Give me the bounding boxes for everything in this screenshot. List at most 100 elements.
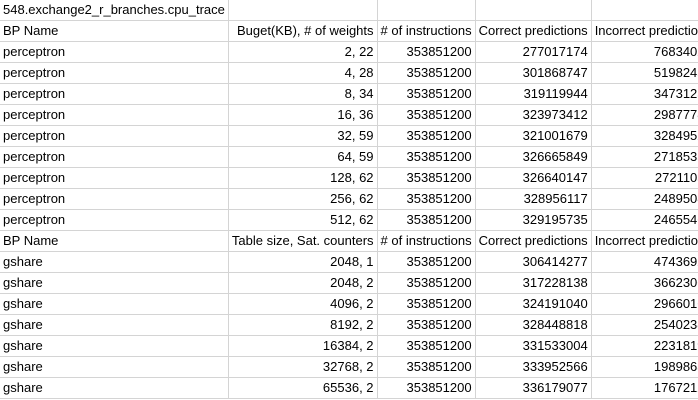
cell-instructions[interactable]: 353851200 xyxy=(377,188,476,210)
cell-config[interactable]: 256, 62 xyxy=(228,188,378,210)
cell-config[interactable]: 32, 59 xyxy=(228,125,378,147)
cell-incorrect[interactable]: 27185351 xyxy=(591,146,698,168)
cell-incorrect[interactable]: 76834026 xyxy=(591,41,698,63)
cell-config[interactable]: 4096, 2 xyxy=(228,293,378,315)
cell-instructions[interactable]: 353851200 xyxy=(377,272,476,294)
cell-config[interactable]: 32768, 2 xyxy=(228,356,378,378)
cell-bp-name[interactable]: gshare xyxy=(0,272,229,294)
empty-cell[interactable] xyxy=(475,0,592,21)
cell-incorrect[interactable]: 47436923 xyxy=(591,251,698,273)
cell-config[interactable]: 2048, 1 xyxy=(228,251,378,273)
cell-bp-name[interactable]: perceptron xyxy=(0,62,229,84)
cell-bp-name[interactable]: perceptron xyxy=(0,83,229,105)
cell-correct[interactable]: 326665849 xyxy=(475,146,592,168)
cell-config[interactable]: 16, 36 xyxy=(228,104,378,126)
cell-instructions[interactable]: 353851200 xyxy=(377,125,476,147)
cell-correct[interactable]: 323973412 xyxy=(475,104,592,126)
empty-cell[interactable] xyxy=(228,0,378,21)
cell-config[interactable]: 2048, 2 xyxy=(228,272,378,294)
cell-bp-name[interactable]: perceptron xyxy=(0,41,229,63)
cell-bp-name[interactable]: perceptron xyxy=(0,167,229,189)
cell-instructions[interactable]: 353851200 xyxy=(377,251,476,273)
cell-correct[interactable]: 277017174 xyxy=(475,41,592,63)
header-incorrect[interactable]: Incorrect predictions xyxy=(591,230,698,252)
cell-bp-name[interactable]: gshare xyxy=(0,314,229,336)
sheet-title-cell[interactable]: 548.exchange2_r_branches.cpu_trace xyxy=(0,0,229,21)
cell-incorrect[interactable]: 32849521 xyxy=(591,125,698,147)
cell-instructions[interactable]: 353851200 xyxy=(377,104,476,126)
header-instructions[interactable]: # of instructions xyxy=(377,20,476,42)
header-correct[interactable]: Correct predictions xyxy=(475,20,592,42)
cell-incorrect[interactable]: 29660160 xyxy=(591,293,698,315)
cell-instructions[interactable]: 353851200 xyxy=(377,83,476,105)
cell-config[interactable]: 16384, 2 xyxy=(228,335,378,357)
cell-config[interactable]: 2, 22 xyxy=(228,41,378,63)
cell-instructions[interactable]: 353851200 xyxy=(377,41,476,63)
cell-correct[interactable]: 336179077 xyxy=(475,377,592,399)
cell-correct[interactable]: 324191040 xyxy=(475,293,592,315)
cell-incorrect[interactable]: 34731256 xyxy=(591,83,698,105)
cell-correct[interactable]: 301868747 xyxy=(475,62,592,84)
empty-cell[interactable] xyxy=(591,0,698,21)
cell-instructions[interactable]: 353851200 xyxy=(377,62,476,84)
header-config[interactable]: Table size, Sat. counters xyxy=(228,230,378,252)
cell-bp-name[interactable]: perceptron xyxy=(0,125,229,147)
cell-instructions[interactable]: 353851200 xyxy=(377,335,476,357)
cell-bp-name[interactable]: gshare xyxy=(0,293,229,315)
cell-incorrect[interactable]: 36623062 xyxy=(591,272,698,294)
cell-incorrect[interactable]: 17672123 xyxy=(591,377,698,399)
header-instructions[interactable]: # of instructions xyxy=(377,230,476,252)
cell-config[interactable]: 8, 34 xyxy=(228,83,378,105)
cell-config[interactable]: 65536, 2 xyxy=(228,377,378,399)
cell-correct[interactable]: 328448818 xyxy=(475,314,592,336)
cell-instructions[interactable]: 353851200 xyxy=(377,314,476,336)
cell-correct[interactable]: 328956117 xyxy=(475,188,592,210)
cell-incorrect[interactable]: 22318196 xyxy=(591,335,698,357)
cell-instructions[interactable]: 353851200 xyxy=(377,167,476,189)
header-config[interactable]: Buget(KB), # of weights xyxy=(228,20,378,42)
header-incorrect[interactable]: Incorrect predictions xyxy=(591,20,698,42)
cell-bp-name[interactable]: gshare xyxy=(0,251,229,273)
table-row: perceptron 256, 62 353851200 328956117 24895… xyxy=(0,188,698,210)
cell-bp-name[interactable]: gshare xyxy=(0,356,229,378)
cell-config[interactable]: 4, 28 xyxy=(228,62,378,84)
cell-bp-name[interactable]: perceptron xyxy=(0,146,229,168)
cell-bp-name[interactable]: gshare xyxy=(0,335,229,357)
cell-bp-name[interactable]: gshare xyxy=(0,377,229,399)
cell-incorrect[interactable]: 25402382 xyxy=(591,314,698,336)
cell-correct[interactable]: 321001679 xyxy=(475,125,592,147)
cell-instructions[interactable]: 353851200 xyxy=(377,146,476,168)
cell-correct[interactable]: 319119944 xyxy=(475,83,592,105)
cell-instructions[interactable]: 353851200 xyxy=(377,209,476,231)
cell-correct[interactable]: 333952566 xyxy=(475,356,592,378)
cell-incorrect[interactable]: 24895083 xyxy=(591,188,698,210)
cell-instructions[interactable]: 353851200 xyxy=(377,293,476,315)
cell-config[interactable]: 8192, 2 xyxy=(228,314,378,336)
cell-correct[interactable]: 317228138 xyxy=(475,272,592,294)
cell-correct[interactable]: 329195735 xyxy=(475,209,592,231)
cell-correct[interactable]: 331533004 xyxy=(475,335,592,357)
cell-config[interactable]: 128, 62 xyxy=(228,167,378,189)
header-correct[interactable]: Correct predictions xyxy=(475,230,592,252)
cell-incorrect[interactable]: 51982453 xyxy=(591,62,698,84)
cell-config[interactable]: 512, 62 xyxy=(228,209,378,231)
cell-incorrect[interactable]: 24655465 xyxy=(591,209,698,231)
cell-config[interactable]: 64, 59 xyxy=(228,146,378,168)
header-bp-name[interactable]: BP Name xyxy=(0,20,229,42)
cell-bp-name[interactable]: perceptron xyxy=(0,209,229,231)
cell-instructions[interactable]: 353851200 xyxy=(377,356,476,378)
empty-cell[interactable] xyxy=(377,0,476,21)
cell-instructions[interactable]: 353851200 xyxy=(377,377,476,399)
cell-correct[interactable]: 326640147 xyxy=(475,167,592,189)
cell-incorrect[interactable]: 27211053 xyxy=(591,167,698,189)
cell-correct[interactable]: 306414277 xyxy=(475,251,592,273)
cell-incorrect[interactable]: 29877788 xyxy=(591,104,698,126)
cell-incorrect[interactable]: 19898634 xyxy=(591,356,698,378)
cell-bp-name[interactable]: perceptron xyxy=(0,104,229,126)
cell-bp-name[interactable]: perceptron xyxy=(0,188,229,210)
header-bp-name[interactable]: BP Name xyxy=(0,230,229,252)
